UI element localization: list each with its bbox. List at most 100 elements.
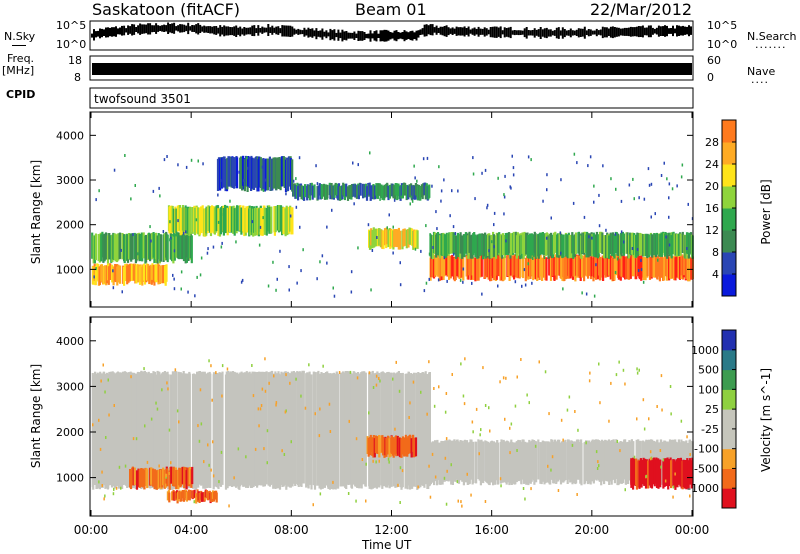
noise-sample	[359, 31, 362, 41]
velocity-cell	[150, 373, 153, 488]
power-cell	[252, 158, 256, 190]
noise-sample	[133, 24, 136, 35]
power-cell-speckle	[411, 199, 414, 203]
velocity-cell-speckle	[669, 385, 672, 388]
noise-sample	[119, 27, 121, 35]
noise-sample	[645, 27, 648, 36]
power-cell	[255, 207, 258, 236]
velocity-cell	[383, 372, 386, 487]
noise-sample	[107, 27, 109, 38]
noise-sample	[493, 26, 496, 38]
velocity-cell-speckle	[285, 409, 287, 413]
velocity-cell	[193, 373, 196, 489]
velocity-cell-speckle	[450, 463, 452, 467]
velocity-cell	[374, 435, 377, 453]
velocity-cell-speckle	[528, 401, 530, 405]
noise-sample	[429, 24, 432, 36]
velocity-cell-speckle	[166, 381, 168, 385]
power-cell-speckle	[512, 173, 515, 177]
noise-sample	[213, 26, 216, 35]
power-cell	[568, 256, 571, 279]
power-cell	[396, 229, 399, 248]
power-cell-speckle	[300, 269, 302, 273]
power-cell-speckle	[491, 240, 493, 244]
noise-sample	[357, 30, 360, 41]
noise-sample	[307, 27, 310, 38]
noise-sample	[191, 25, 194, 32]
velocity-cell	[162, 467, 165, 486]
noise-sample	[405, 31, 408, 40]
power-cell-speckle	[560, 178, 562, 182]
noise-sample	[151, 25, 154, 33]
noise-sample	[535, 29, 538, 36]
velocity-cell-speckle	[99, 447, 102, 451]
power-cell	[640, 233, 643, 256]
noise-sample	[343, 31, 346, 40]
noise-sample	[223, 25, 226, 37]
noise-sample	[475, 28, 478, 35]
power-cell	[646, 254, 649, 277]
noise-sample	[531, 30, 534, 36]
velocity-cell	[273, 373, 276, 488]
noise-sample	[141, 24, 144, 34]
power-cell	[313, 184, 316, 198]
velocity-cell-speckle	[197, 424, 199, 428]
noise-sample	[651, 27, 654, 35]
velocity-cell	[618, 442, 621, 484]
noise-sample	[529, 30, 532, 36]
noise-sample	[369, 30, 372, 42]
power-cell-speckle	[546, 188, 548, 192]
velocity-cell	[364, 372, 367, 487]
velocity-colorbar-swatch	[722, 428, 736, 450]
noise-sample	[155, 23, 158, 34]
power-cell	[498, 232, 501, 254]
velocity-cell	[627, 442, 630, 484]
power-colorbar-swatch	[722, 120, 736, 143]
velocity-cell	[598, 441, 601, 482]
power-cell	[370, 185, 373, 200]
noise-sample	[375, 30, 378, 42]
noise-sample	[523, 28, 526, 38]
power-cell-speckle	[451, 189, 453, 193]
velocity-cell-speckle	[168, 472, 170, 475]
velocity-cells	[91, 357, 694, 508]
velocity-cell	[153, 371, 157, 486]
power-cell	[215, 205, 218, 232]
velocity-cell-speckle	[633, 455, 636, 459]
power-cell	[660, 234, 663, 257]
velocity-cell-speckle	[412, 380, 415, 384]
velocity-cell-speckle	[530, 487, 532, 491]
power-cell	[539, 254, 542, 277]
noise-sample	[593, 30, 596, 35]
velocity-cell-speckle	[146, 460, 149, 464]
velocity-cell-speckle	[268, 381, 270, 385]
velocity-cell	[174, 491, 177, 501]
noise-sample	[573, 30, 576, 36]
noise-sample	[487, 29, 490, 35]
power-cells	[91, 151, 694, 298]
velocity-cell	[428, 372, 431, 486]
velocity-cell	[156, 370, 159, 484]
velocity-cell-speckle	[101, 484, 103, 487]
velocity-cell	[314, 372, 317, 486]
beam-title: Beam 01	[355, 0, 427, 19]
power-cell	[670, 235, 673, 259]
power-cell-speckle	[446, 279, 448, 283]
noise-sample	[99, 28, 101, 39]
noise-sample	[684, 26, 686, 35]
velocity-cell	[218, 372, 221, 486]
velocity-cell	[628, 440, 631, 481]
velocity-cell-speckle	[254, 447, 257, 451]
power-cell	[292, 183, 295, 197]
power-cell-speckle	[152, 189, 155, 193]
power-cell	[283, 157, 286, 188]
velocity-cell	[459, 440, 462, 481]
power-colorbar-swatch	[722, 230, 736, 253]
velocity-cell-speckle	[461, 504, 463, 508]
power-cell	[688, 232, 691, 255]
velocity-cell-speckle	[394, 427, 396, 431]
noise-sample	[557, 27, 560, 39]
velocity-cell	[140, 370, 143, 484]
power-cell	[175, 208, 178, 237]
